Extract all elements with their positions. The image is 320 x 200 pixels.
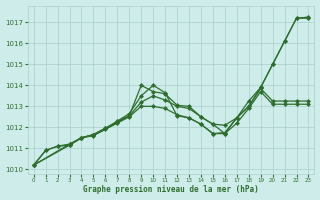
X-axis label: Graphe pression niveau de la mer (hPa): Graphe pression niveau de la mer (hPa) <box>83 185 259 194</box>
